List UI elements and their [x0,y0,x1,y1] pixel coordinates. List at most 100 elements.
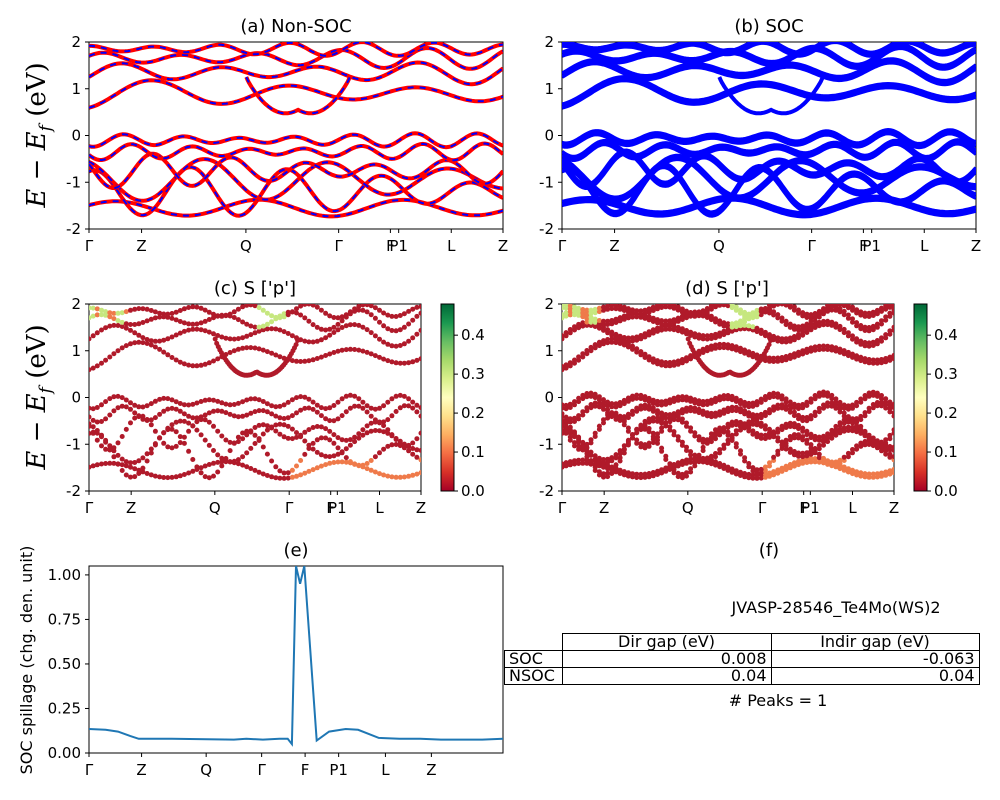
panel-d-point [879,305,884,311]
panel-d-xtick-label: Z [599,499,609,517]
panel-d-point [650,397,656,403]
panel-d-point [779,393,785,399]
panel-d-point [704,437,710,443]
panel-d-point [609,401,615,407]
panel-c-point [173,419,179,425]
panel-d-point [750,465,756,471]
panel-d-point [692,310,698,316]
panel-d-point [659,425,665,431]
panel-c-point [202,417,208,423]
panel-d-point [713,395,718,401]
panel-e-xtick-label: F [301,761,310,779]
panel-d-point [567,304,573,309]
panel-d-point [725,429,731,435]
panel-d-point [767,355,772,361]
panel-c-point [240,319,246,325]
panel-d-point [675,460,681,466]
panel-d-point [605,318,611,324]
panel-d-point [729,432,735,438]
panel-c-point [381,429,387,435]
panel-c-point [128,327,133,333]
panel-d-point [767,431,772,437]
panel-d-point [771,469,777,475]
panel-c-xtick-label: F [326,499,335,517]
panel-c-point [206,309,212,315]
panel-c-point [198,470,204,476]
panel-d-point [800,425,806,431]
panel-d-point [738,469,743,475]
panel-d-point [601,457,606,462]
panel-c-point [273,314,279,320]
panel-c-point [231,336,237,342]
panel-d-point [667,461,673,467]
panel-c-point [248,428,254,434]
panel-d-point [650,436,656,442]
panel-d-point [572,304,577,310]
panel-c-point [177,408,183,414]
panel-c-point [107,323,113,329]
panel-d-point [663,465,669,471]
panel-c-point [111,322,117,328]
panel-a-ytick-label: -1 [66,173,81,191]
panel-e-ylabel: SOC spillage (chg. den. unit) [17,546,36,775]
panel-d-point [638,422,644,428]
panel-d-point [870,357,876,363]
panel-b-xtick-label: P1 [862,237,881,255]
panel-c-point [381,339,387,345]
panel-c-point [140,465,146,471]
panel-c-point [277,431,283,437]
panel-c-point [157,474,163,480]
panel-d-point [646,329,652,335]
panel-c-point [244,397,250,403]
panel-c-point [260,444,266,450]
panel-c-point [123,343,129,349]
panel-c-point [335,416,341,422]
panel-c-point [169,397,175,403]
panel-d-point [625,425,631,431]
panel-c-point [169,445,175,451]
panel-c-point [397,440,403,446]
panel-d-point [675,324,681,330]
panel-c-point [94,437,100,443]
panel-c-point [360,348,366,354]
panel-c-point [368,351,374,357]
panel-c-point [157,435,163,441]
panel-d-point [625,437,631,443]
panel-c-point [381,423,387,429]
panel-d-xtick-label: Γ [758,499,767,517]
panel-d-point [775,299,780,304]
panel-d-point [796,349,801,355]
panel-c-point [264,321,270,327]
panel-d-point [883,396,889,402]
panel-c-point [231,458,237,464]
panel-c-point [190,304,196,310]
panel-c-point [352,439,358,445]
panel-c-point [219,459,225,465]
panel-c-point [157,314,163,320]
panel-c-point [248,345,254,351]
panel-d-point [576,457,582,463]
panel-c-point [161,440,167,446]
panel-d-point [837,323,843,329]
panel-d-point [854,399,860,405]
panel-d-point [733,395,739,401]
panel-c-point [377,307,382,313]
panel-d-point [845,466,851,472]
panel-c-point [277,315,283,321]
panel-d-point [630,335,635,341]
panel-c-point [393,409,399,414]
colorbar-d-tick-label: 0.1 [934,443,958,461]
panel-c-point [318,452,324,458]
panel-c-point [256,324,262,330]
panel-d-point [733,344,739,350]
soc-indir-gap: -0.063 [770,650,980,668]
panel-c-point [181,306,187,312]
panel-d-point [601,397,606,403]
panel-d-point [862,393,868,398]
panel-d-point [675,358,681,364]
panel-c-point [273,475,279,481]
panel-c-point [294,410,299,416]
panel-c-point [206,397,212,403]
panel-c-point [215,313,221,319]
panel-d-point [754,311,760,316]
